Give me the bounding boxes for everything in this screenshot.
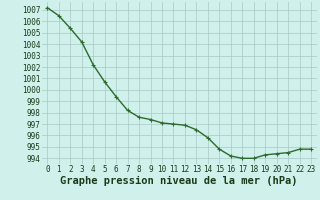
X-axis label: Graphe pression niveau de la mer (hPa): Graphe pression niveau de la mer (hPa) xyxy=(60,176,298,186)
